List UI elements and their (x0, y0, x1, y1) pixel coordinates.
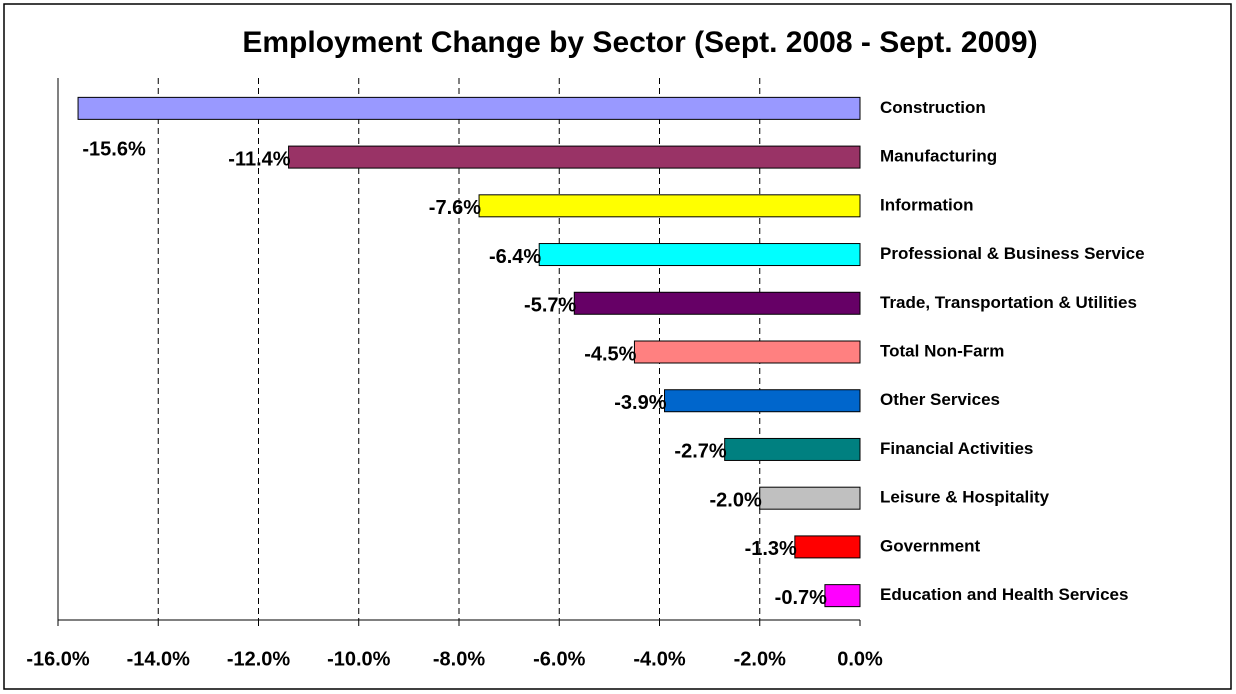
data-label: -3.9% (614, 392, 666, 414)
y-tick-label: Other Services (880, 390, 1000, 409)
bar (538, 243, 861, 267)
y-tick-label: Information (880, 195, 974, 214)
y-tick-label: Trade, Transportation & Utilities (880, 293, 1137, 312)
data-label: -4.5% (584, 343, 636, 365)
y-tick-label: Construction (880, 98, 986, 117)
bar (633, 340, 861, 364)
y-tick-label: Total Non-Farm (880, 341, 1004, 360)
x-tick-label: -10.0% (327, 648, 391, 670)
y-tick-label: Government (880, 536, 980, 555)
data-label: -7.6% (429, 197, 481, 219)
y-tick-label: Manufacturing (880, 147, 997, 166)
bar (77, 96, 861, 120)
x-tick-label: -16.0% (26, 648, 90, 670)
y-tick-label: Professional & Business Service (880, 244, 1145, 263)
bar (573, 291, 861, 315)
bar (664, 389, 861, 413)
y-tick-label: Leisure & Hospitality (880, 488, 1050, 507)
y-tick-label: Financial Activities (880, 439, 1033, 458)
x-tick-label: -12.0% (227, 648, 291, 670)
data-label: -2.0% (710, 489, 762, 511)
x-tick-label: -2.0% (734, 648, 786, 670)
bar (288, 145, 861, 169)
data-label: -2.7% (674, 441, 726, 463)
data-label: -1.3% (745, 538, 797, 560)
x-tick-label: 0.0% (837, 648, 883, 670)
data-label: -5.7% (524, 295, 576, 317)
data-label: -11.4% (228, 148, 290, 170)
y-tick-label: Education and Health Services (880, 585, 1128, 604)
x-tick-label: -4.0% (633, 648, 685, 670)
x-tick-label: -14.0% (127, 648, 191, 670)
data-label: -15.6% (82, 139, 146, 161)
bar (478, 194, 861, 218)
bar (824, 584, 861, 608)
data-label: -6.4% (489, 246, 541, 268)
bar (794, 535, 861, 559)
x-tick-label: -8.0% (433, 648, 485, 670)
x-tick-label: -6.0% (533, 648, 585, 670)
bar (759, 486, 861, 510)
chart-title: Employment Change by Sector (Sept. 2008 … (242, 26, 1037, 59)
bar (724, 437, 861, 461)
data-label: -0.7% (775, 587, 827, 609)
